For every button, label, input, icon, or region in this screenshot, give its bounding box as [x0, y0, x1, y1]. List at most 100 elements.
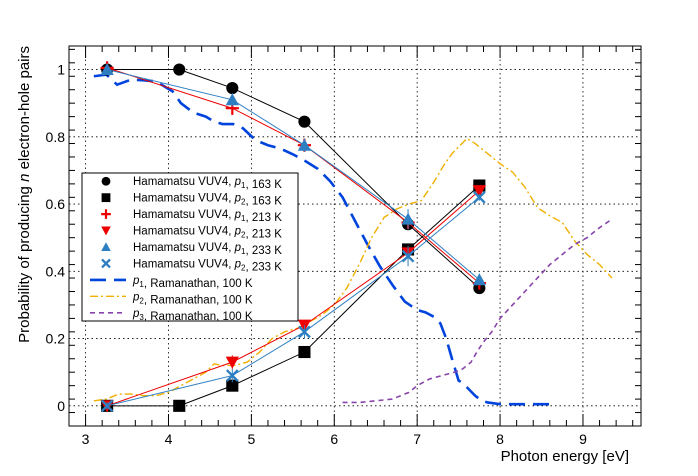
data-point — [226, 379, 239, 392]
y-tick-label: 0.4 — [46, 263, 66, 279]
legend-label-part: p — [234, 258, 242, 270]
legend-entry: Hamamatsu VUV4, p2, 213 K — [101, 226, 282, 241]
y-tick-label: 0.8 — [46, 129, 66, 145]
legend-entry: p2, Ramanathan, 100 K — [90, 291, 253, 306]
legend-label-part: 2 — [241, 263, 246, 272]
y-axis-title: Probability of producing n electron-hole… — [16, 46, 33, 343]
y-tick-label: 0.2 — [46, 331, 66, 347]
data-point — [298, 115, 311, 128]
legend-label-part: 2 — [241, 198, 246, 207]
legend-marker — [101, 176, 111, 186]
legend-entry: Hamamatsu VUV4, p2, 163 K — [101, 193, 282, 208]
legend-entry: Hamamatsu VUV4, p2, 233 K — [101, 258, 282, 273]
legend-label-part: Hamamatsu VUV4, — [133, 242, 235, 254]
data-point — [100, 62, 114, 76]
legend-label-part: Hamamatsu VUV4, — [133, 193, 235, 205]
data-point — [297, 138, 312, 151]
legend-label-part: p — [132, 291, 140, 303]
legend-label: p3, Ramanathan, 100 K — [132, 308, 253, 323]
data-point — [298, 325, 311, 339]
axis-layer: 3 4 5 6 7 8 9 0 0.2 0.4 0.6 0.8 1 — [46, 45, 642, 447]
data-point — [173, 399, 186, 412]
legend-label-part: p — [234, 226, 242, 238]
x-axis-title: Photon energy [eV] — [501, 448, 629, 465]
data-point — [225, 356, 239, 369]
data-point — [225, 369, 239, 382]
y-axis-title-part: Probability of producing — [16, 182, 33, 343]
plot-frame — [68, 45, 642, 427]
legend-label-part: , 213 K — [245, 212, 282, 224]
y-tick-label: 0.6 — [46, 196, 66, 212]
legend-label-part: p — [132, 275, 140, 287]
legend-label-part: p — [132, 308, 140, 320]
legend-label: Hamamatsu VUV4, p2, 163 K — [133, 193, 282, 208]
legend-entry: Hamamatsu VUV4, p1, 163 K — [101, 176, 282, 191]
x-tick-label: 7 — [413, 431, 421, 447]
data-point — [401, 249, 415, 263]
marker-series-5 — [100, 62, 486, 286]
legend-label-part: Hamamatsu VUV4, — [133, 176, 235, 188]
legend-label: p1, Ramanathan, 100 K — [132, 275, 253, 290]
legend-label-part: 1 — [241, 247, 246, 256]
marker-series-6 — [100, 190, 486, 413]
legend-label-part: p — [234, 176, 242, 188]
legend-label-part: p — [234, 242, 242, 254]
series-line — [107, 69, 480, 289]
x-tick-label: 4 — [165, 431, 173, 447]
x-tick-label: 5 — [247, 431, 255, 447]
legend-label-part: 1 — [241, 214, 246, 223]
x-tick-label: 6 — [330, 431, 338, 447]
series-line — [107, 185, 480, 407]
legend-entry: p3, Ramanathan, 100 K — [90, 308, 253, 323]
legend-label: Hamamatsu VUV4, p1, 163 K — [133, 176, 282, 191]
curve-series-p1 — [93, 73, 550, 406]
x-tick-label: 9 — [579, 431, 587, 447]
legend-label-part: Hamamatsu VUV4, — [133, 226, 235, 238]
legend-marker — [101, 209, 111, 219]
y-tick-label: 0 — [57, 398, 65, 414]
legend-entry: Hamamatsu VUV4, p1, 233 K — [101, 242, 282, 257]
data-point — [472, 190, 486, 204]
legend-entry: p1, Ramanathan, 100 K — [90, 275, 253, 290]
legend-label: p2, Ramanathan, 100 K — [132, 291, 253, 306]
legend-label-part: 2 — [139, 296, 144, 305]
legend-label-part: 3 — [139, 313, 144, 322]
legend-label-part: , 163 K — [245, 196, 282, 208]
legend-label-part: 1 — [241, 181, 246, 190]
curve-series-p3 — [342, 218, 613, 404]
legend-marker — [101, 226, 111, 236]
data-point — [100, 399, 114, 413]
legend-label-part: Hamamatsu VUV4, — [133, 258, 235, 270]
y-tick-label: 1 — [57, 62, 65, 78]
legend-marker — [101, 242, 111, 251]
y-axis-title-part: electron-hole pairs — [16, 46, 33, 174]
legend-label-part: p — [234, 193, 242, 205]
legend-marker — [101, 193, 111, 203]
legend-label-part: , 163 K — [245, 179, 282, 191]
x-tick-label: 3 — [82, 431, 90, 447]
legend-label-part: 1 — [139, 280, 144, 289]
x-tick-label: 8 — [496, 431, 504, 447]
data-point — [173, 63, 186, 76]
data-point — [472, 185, 486, 198]
legend-label-part: 2 — [241, 231, 246, 240]
legend-label: Hamamatsu VUV4, p1, 233 K — [133, 242, 282, 257]
legend-label-part: , 233 K — [245, 245, 282, 257]
legend-label-part: Hamamatsu VUV4, — [133, 209, 235, 221]
legend-label: Hamamatsu VUV4, p2, 233 K — [133, 258, 282, 273]
legend-label-part: , 233 K — [245, 261, 282, 273]
data-point — [226, 81, 239, 95]
legend-label-part: , 213 K — [245, 229, 282, 241]
legend-label-part: , Ramanathan, 100 K — [144, 278, 253, 290]
y-axis-title-part: n — [16, 174, 33, 182]
legend-marker — [101, 258, 111, 269]
data-point — [472, 273, 486, 286]
legend-label-part: , Ramanathan, 100 K — [144, 311, 253, 323]
legend-label: Hamamatsu VUV4, p2, 213 K — [133, 226, 282, 241]
legend-label-part: p — [234, 209, 242, 221]
legend-label-part: , Ramanathan, 100 K — [144, 294, 253, 306]
data-point — [401, 212, 415, 225]
